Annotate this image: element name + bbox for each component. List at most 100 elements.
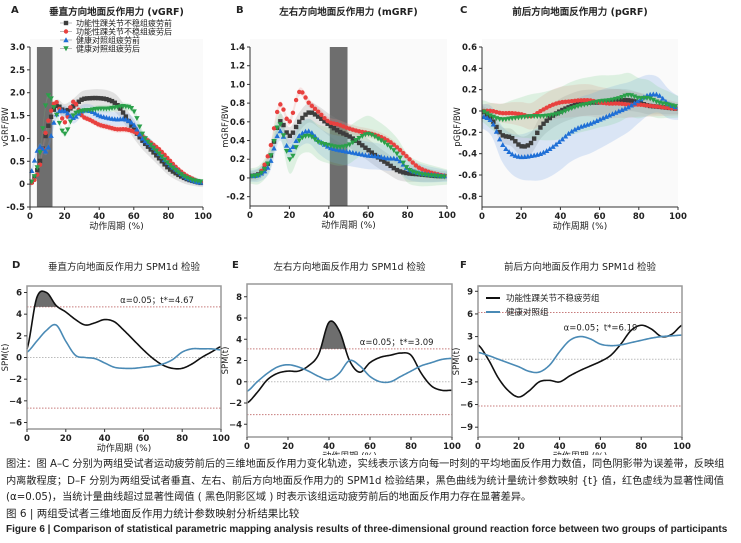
data-marker-circle — [397, 147, 403, 153]
data-marker-triangle-down — [503, 117, 509, 123]
data-marker-triangle-down — [490, 114, 497, 120]
y-tick-label: 0 — [16, 354, 22, 364]
data-marker-square — [350, 136, 356, 141]
error-band — [481, 72, 679, 141]
y-axis-label: SPM(t) — [221, 347, 231, 375]
data-marker-square — [331, 126, 337, 131]
threshold-annotation: α=0.05；t*=3.09 — [360, 338, 434, 348]
data-marker-triangle-down — [556, 111, 562, 117]
data-marker-square — [622, 97, 628, 103]
data-marker-triangle-down — [391, 148, 397, 154]
data-marker-triangle-down — [616, 96, 622, 102]
data-marker-circle — [509, 110, 515, 116]
data-marker-square — [325, 121, 330, 126]
x-tick-label: 100 — [438, 211, 456, 221]
spm-curve-control — [26, 323, 222, 370]
data-marker-triangle-up — [65, 110, 71, 116]
x-tick-label: 60 — [128, 212, 140, 222]
spm-curve-fai — [246, 320, 453, 404]
threshold-annotation: α=0.05；t*=6.19 — [564, 324, 638, 334]
data-marker-square — [401, 170, 406, 175]
data-marker-triangle-up — [67, 113, 74, 119]
data-marker-square — [388, 163, 393, 169]
data-marker-square — [123, 114, 129, 119]
data-marker-square — [290, 130, 296, 135]
data-marker-triangle-down — [562, 108, 569, 114]
data-marker-circle — [635, 102, 640, 107]
data-marker-circle — [290, 110, 296, 115]
data-marker-triangle-down — [45, 93, 52, 99]
data-marker-square — [300, 115, 305, 121]
data-marker-triangle-down — [572, 104, 578, 110]
data-marker-triangle-down — [647, 96, 653, 102]
x-tick-label: 20 — [513, 442, 525, 452]
y-tick-label: 8 — [236, 293, 242, 303]
data-marker-triangle-up — [562, 133, 569, 139]
data-marker-circle — [271, 126, 277, 131]
data-marker-triangle-down — [290, 153, 296, 159]
data-marker-triangle-up — [290, 144, 296, 150]
figure: A 垂直方向地面反作用力 (vGRF)功能性踝关节不稳组疲劳前功能性踝关节不稳组疲… — [1, 5, 691, 455]
data-marker-square — [306, 110, 311, 115]
data-marker-square — [65, 107, 70, 113]
data-marker-square — [162, 162, 167, 167]
y-tick-label: 2.0 — [10, 89, 25, 99]
data-marker-circle — [582, 97, 587, 103]
legend-label: 功能性踝关节不稳组疲劳前 — [76, 18, 172, 28]
data-marker-square — [541, 121, 546, 126]
data-marker-triangle-down — [40, 126, 46, 132]
data-marker-square — [173, 171, 178, 176]
x-tick-label: 60 — [137, 434, 149, 444]
data-marker-square — [165, 164, 170, 170]
data-marker-triangle-up — [306, 128, 312, 134]
data-marker-triangle-down — [65, 127, 71, 133]
y-tick-label: −2 — [9, 375, 22, 385]
data-marker-triangle-up — [31, 157, 38, 163]
data-marker-triangle-down — [170, 165, 176, 171]
y-tick-label: −6 — [460, 401, 473, 411]
data-marker-square — [297, 119, 302, 125]
data-marker-triangle-up — [359, 151, 365, 157]
panel-letter: D — [12, 260, 20, 271]
data-marker-triangle-up — [619, 107, 625, 113]
data-marker-square — [84, 96, 90, 101]
data-marker-triangle-down — [397, 155, 403, 161]
y-tick-label: 0.6 — [462, 43, 477, 53]
data-marker-triangle-up — [537, 151, 544, 157]
y-axis-label: SPM(t) — [1, 344, 11, 372]
x-axis-label: 动作周期 (%) — [321, 219, 375, 231]
x-tick-label: 20 — [59, 212, 71, 222]
y-tick-label: 0 — [239, 174, 245, 184]
data-marker-triangle-up — [603, 113, 609, 119]
data-marker-triangle-up — [350, 149, 356, 155]
data-marker-square — [503, 134, 509, 139]
data-marker-square — [385, 161, 390, 166]
data-marker-triangle-down — [609, 97, 616, 103]
data-marker-square — [369, 150, 374, 155]
data-marker-triangle-up — [500, 142, 506, 148]
series-4 — [249, 122, 447, 180]
data-marker-triangle-down — [484, 111, 490, 117]
data-marker-square — [356, 140, 362, 146]
data-marker-triangle-up — [569, 128, 575, 134]
data-marker-square — [120, 110, 126, 115]
data-marker-triangle-up — [277, 128, 284, 134]
data-marker-square — [391, 165, 397, 171]
data-marker-triangle-up — [312, 133, 318, 139]
data-marker-circle — [404, 154, 409, 159]
data-marker-triangle-down — [394, 151, 400, 157]
data-marker-triangle-up — [37, 143, 43, 149]
data-marker-triangle-down — [612, 96, 619, 102]
data-marker-square — [347, 134, 352, 139]
data-marker-square — [98, 96, 104, 101]
data-marker-triangle-up — [587, 120, 594, 126]
series-3 — [481, 91, 678, 160]
data-marker-triangle-down — [375, 136, 381, 142]
y-tick-label: 4 — [16, 310, 22, 320]
data-marker-triangle-down — [252, 173, 258, 179]
x-tick-label: 100 — [443, 442, 461, 452]
data-marker-triangle-down — [59, 128, 65, 134]
data-marker-triangle-down — [280, 133, 287, 139]
data-marker-square — [293, 124, 299, 130]
data-marker-square — [87, 96, 93, 101]
